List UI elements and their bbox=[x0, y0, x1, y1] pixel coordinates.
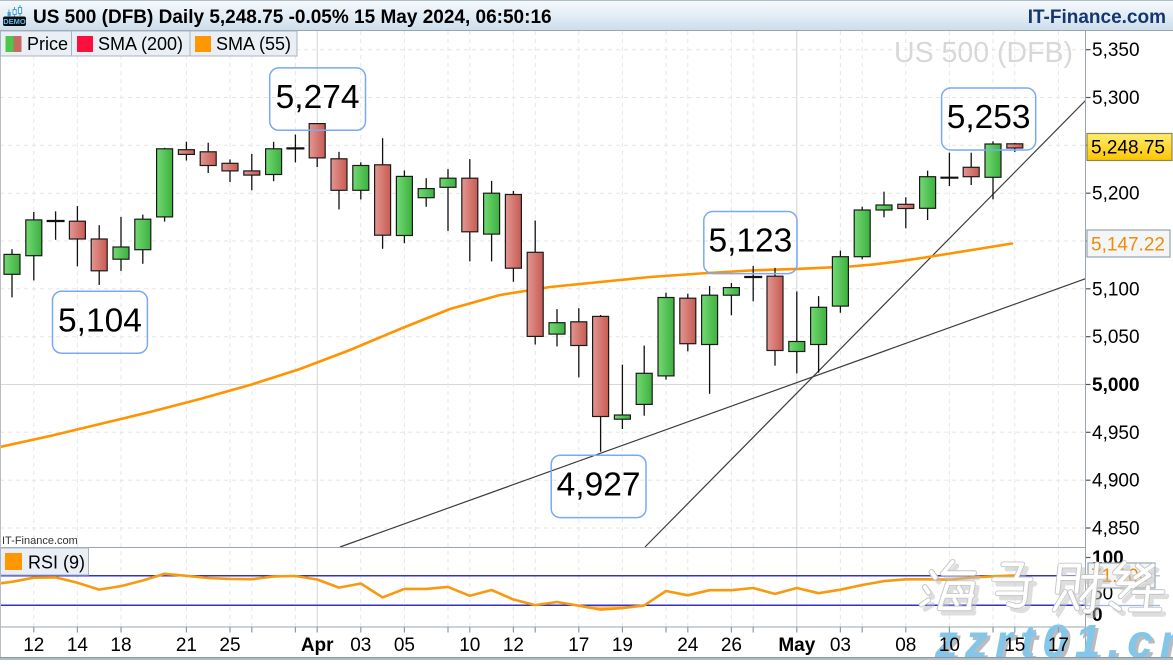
svg-text:5,104: 5,104 bbox=[58, 302, 142, 339]
svg-text:Price: Price bbox=[27, 34, 68, 54]
svg-text:May: May bbox=[778, 635, 815, 656]
svg-text:Apr: Apr bbox=[301, 635, 334, 656]
svg-text:03: 03 bbox=[350, 635, 371, 656]
svg-text:17: 17 bbox=[568, 635, 589, 656]
svg-text:5,000: 5,000 bbox=[1092, 375, 1140, 396]
svg-text:SMA (200): SMA (200) bbox=[98, 34, 183, 54]
svg-text:03: 03 bbox=[830, 635, 851, 656]
svg-text:US 500 (DFB): US 500 (DFB) bbox=[894, 37, 1073, 69]
svg-text:15: 15 bbox=[1004, 635, 1025, 656]
svg-text:17: 17 bbox=[1048, 635, 1069, 656]
svg-text:08: 08 bbox=[895, 635, 916, 656]
svg-text:DEMO: DEMO bbox=[3, 17, 26, 26]
svg-text:4,850: 4,850 bbox=[1092, 519, 1140, 540]
svg-text:21: 21 bbox=[176, 635, 197, 656]
svg-text:5,253: 5,253 bbox=[947, 99, 1031, 136]
svg-text:5,050: 5,050 bbox=[1092, 327, 1140, 348]
svg-text:5,350: 5,350 bbox=[1092, 40, 1140, 61]
svg-text:4,950: 4,950 bbox=[1092, 423, 1140, 444]
svg-text:5,300: 5,300 bbox=[1092, 88, 1140, 109]
svg-text:5,147.22: 5,147.22 bbox=[1091, 235, 1165, 256]
svg-text:10: 10 bbox=[459, 635, 480, 656]
svg-text:26: 26 bbox=[721, 635, 742, 656]
svg-text:19: 19 bbox=[612, 635, 633, 656]
svg-text:4,900: 4,900 bbox=[1092, 471, 1140, 492]
svg-text:5,123: 5,123 bbox=[708, 223, 792, 260]
svg-text:25: 25 bbox=[219, 635, 240, 656]
svg-text:24: 24 bbox=[677, 635, 699, 656]
svg-text:US 500 (DFB) Daily 5,248.75 -0: US 500 (DFB) Daily 5,248.75 -0.05% 15 Ma… bbox=[33, 7, 552, 28]
svg-text:IT-Finance.com: IT-Finance.com bbox=[2, 535, 78, 547]
svg-text:5,200: 5,200 bbox=[1092, 184, 1140, 205]
svg-text:14: 14 bbox=[67, 635, 89, 656]
svg-text:5,248.75: 5,248.75 bbox=[1091, 138, 1165, 159]
svg-text:18: 18 bbox=[110, 635, 131, 656]
svg-text:12: 12 bbox=[503, 635, 524, 656]
svg-text:05: 05 bbox=[394, 635, 415, 656]
svg-text:5,100: 5,100 bbox=[1092, 279, 1140, 300]
svg-text:4,927: 4,927 bbox=[557, 466, 641, 503]
svg-text:5,274: 5,274 bbox=[276, 79, 360, 116]
svg-text:RSI (9): RSI (9) bbox=[28, 553, 85, 573]
svg-text:12: 12 bbox=[23, 635, 44, 656]
svg-text:IT-Finance.com: IT-Finance.com bbox=[1028, 7, 1166, 28]
svg-text:SMA (55): SMA (55) bbox=[216, 34, 291, 54]
svg-text:10: 10 bbox=[939, 635, 960, 656]
